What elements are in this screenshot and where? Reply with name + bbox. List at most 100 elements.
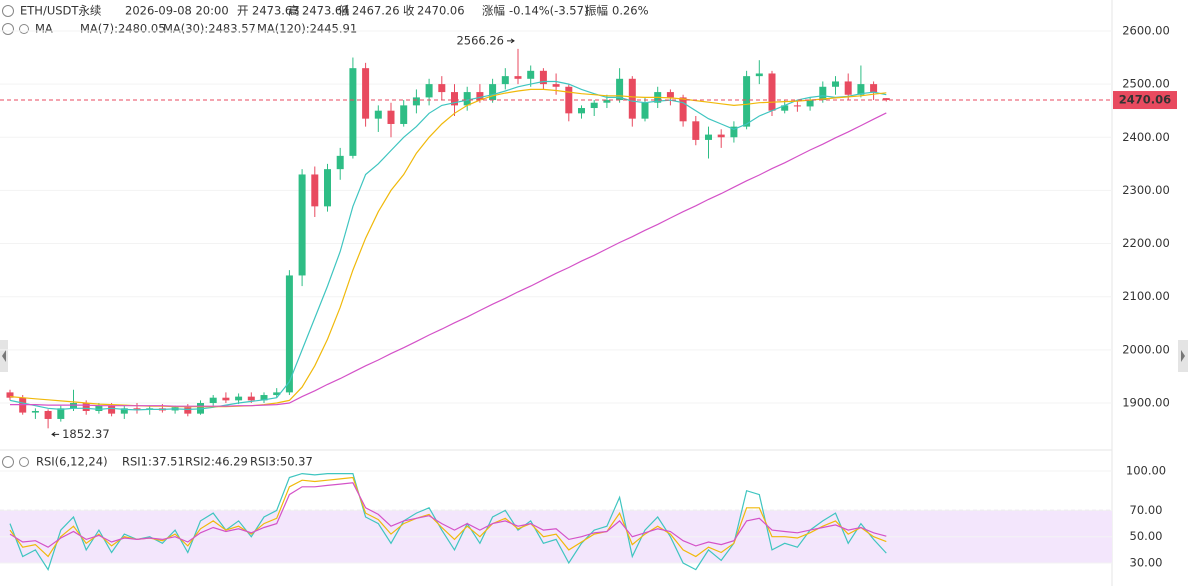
candle-body: [120, 408, 128, 414]
candle-body: [793, 105, 801, 107]
candle-body: [679, 97, 687, 122]
candle-body: [578, 108, 585, 114]
candle-body: [616, 78, 624, 101]
legend-entry: MA(7):2480.05: [80, 22, 166, 36]
candle-body: [844, 81, 852, 95]
legend-entry: RSI2:46.29: [185, 455, 248, 469]
candle-body: [501, 76, 509, 85]
series-line: [9, 476, 887, 558]
series-line: [10, 112, 887, 407]
candle-body: [425, 84, 433, 98]
candle-body: [806, 100, 814, 107]
candle-body: [743, 76, 751, 127]
candle-body: [514, 76, 522, 79]
candle-body: [108, 405, 116, 414]
candle-body: [539, 70, 547, 85]
candle-body: [260, 395, 268, 401]
y-tick-label: 2000.00: [1122, 342, 1170, 356]
candle-body: [438, 84, 446, 93]
info-value: 2473.63: [252, 4, 300, 18]
candle-body: [476, 92, 484, 101]
info-value: 0.26%: [612, 4, 649, 18]
annotation-arrow: [51, 431, 60, 437]
candle-body: [349, 68, 357, 156]
candle-body: [882, 98, 890, 101]
y-tick-label: 70.00: [1130, 503, 1163, 517]
y-tick-label: 30.00: [1130, 556, 1163, 570]
candle-body: [768, 73, 776, 111]
alert-icon[interactable]: [19, 24, 29, 34]
candle-body: [222, 397, 230, 401]
scroll-left-arrow: [2, 350, 6, 362]
annotation-arrow: [507, 38, 515, 44]
candle-body: [6, 392, 14, 398]
candle-body: [362, 68, 370, 119]
info-label: 高: [288, 4, 300, 18]
candle-body: [44, 410, 52, 419]
candle-body: [730, 126, 738, 138]
collapse-icon[interactable]: [2, 456, 14, 468]
candle-body: [628, 78, 636, 119]
legend-entry: MA(30):2483.57: [163, 22, 256, 36]
candle-body: [82, 403, 90, 411]
info-value: -0.14%(-3.57): [509, 4, 588, 18]
scroll-right-arrow: [1181, 350, 1185, 362]
candle-body: [857, 84, 865, 95]
candle-body: [374, 110, 382, 119]
candle-body: [451, 92, 458, 106]
info-value: 2470.06: [417, 4, 465, 18]
info-label: 振幅: [585, 4, 608, 18]
candle-body: [717, 134, 725, 138]
candle-body: [705, 134, 712, 140]
candle-body: [641, 102, 649, 119]
y-tick-label: 2300.00: [1122, 183, 1170, 197]
candle-body: [832, 81, 839, 87]
alert-icon[interactable]: [19, 457, 29, 467]
candle-body: [755, 73, 763, 77]
series-line: [9, 472, 887, 571]
y-tick-label: 100.00: [1126, 463, 1166, 477]
candle-body: [590, 102, 598, 109]
candle-body: [692, 121, 700, 140]
legend-entry: MA(120):2445.91: [257, 22, 357, 36]
candle-body: [666, 92, 674, 98]
candle-body: [311, 174, 319, 207]
y-tick-label: 2500.00: [1122, 77, 1170, 91]
y-tick-label: 2200.00: [1122, 236, 1170, 250]
candle-body: [324, 169, 331, 207]
candle-body: [247, 396, 255, 401]
rsi-label: RSI(6,12,24): [36, 455, 108, 469]
candle-body: [819, 86, 827, 101]
candle-body: [552, 84, 560, 87]
candle-body: [31, 410, 39, 413]
y-tick-label: 1900.00: [1122, 396, 1170, 410]
candle-body: [527, 70, 535, 79]
last-price-tag: [1113, 91, 1177, 110]
candle-body: [57, 408, 65, 419]
high-annotation: 2566.26: [456, 33, 504, 47]
series-line: [9, 80, 887, 411]
candle-body: [298, 174, 306, 276]
collapse-icon[interactable]: [2, 23, 14, 35]
info-label: 低: [338, 4, 350, 18]
candle-body: [95, 405, 103, 411]
candle-body: [336, 155, 344, 170]
candle-body: [273, 392, 281, 396]
candle-body: [235, 396, 243, 401]
info-value: 2467.26: [352, 4, 400, 18]
candle-body: [285, 275, 293, 393]
candle-body: [603, 100, 611, 103]
collapse-icon[interactable]: [2, 5, 14, 17]
symbol: ETH/USDT永续: [20, 4, 101, 18]
candle-body: [184, 407, 192, 414]
timestamp: 2026-09-08 20:00: [125, 4, 229, 18]
candle-body: [412, 97, 420, 106]
y-tick-label: 2400.00: [1122, 130, 1170, 144]
info-label: 收: [403, 4, 415, 18]
series-line: [9, 482, 887, 548]
candle-body: [400, 105, 408, 124]
low-annotation: 1852.37: [62, 427, 110, 441]
candle-body: [870, 84, 878, 93]
